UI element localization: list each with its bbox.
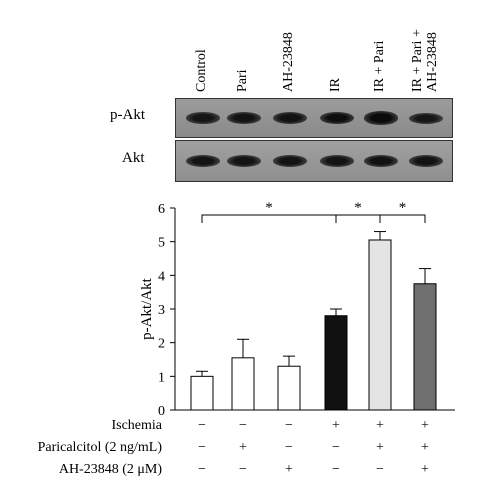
significance-star: * xyxy=(354,200,362,216)
condition-sign: − xyxy=(198,440,206,455)
blot-band xyxy=(409,155,443,167)
condition-sign: − xyxy=(198,462,206,477)
blot-band xyxy=(273,112,307,124)
condition-sign: + xyxy=(421,440,429,455)
condition-sign: + xyxy=(285,462,293,477)
blot-band xyxy=(227,112,261,124)
blot-band xyxy=(364,155,398,167)
condition-label: Ischemia xyxy=(111,418,162,433)
y-tick-label: 2 xyxy=(158,337,165,352)
significance-bracket xyxy=(335,214,381,223)
bar xyxy=(231,357,255,411)
condition-sign: − xyxy=(332,440,340,455)
bar xyxy=(413,283,437,411)
bar xyxy=(324,315,348,411)
y-tick-label: 4 xyxy=(158,269,165,284)
condition-sign: − xyxy=(239,418,247,433)
significance-star: * xyxy=(399,200,407,216)
blot-background xyxy=(176,141,452,181)
condition-sign: − xyxy=(239,462,247,477)
condition-label: Paricalcitol (2 ng/mL) xyxy=(37,440,162,455)
condition-sign: − xyxy=(332,462,340,477)
blot-band xyxy=(227,155,261,167)
condition-sign: + xyxy=(421,418,429,433)
condition-label: AH-23848 (2 μM) xyxy=(58,462,162,477)
y-tick-label: 5 xyxy=(158,236,165,251)
condition-sign: − xyxy=(285,418,293,433)
significance-bracket xyxy=(201,214,337,223)
bar xyxy=(277,365,301,411)
bar xyxy=(190,375,214,411)
significance-star: * xyxy=(265,200,273,216)
blot-band xyxy=(320,111,354,125)
y-tick-label: 1 xyxy=(158,370,165,385)
y-tick-label: 3 xyxy=(158,303,165,318)
blot-pakt xyxy=(175,98,453,138)
y-axis-label: p-Akt/Akt xyxy=(139,277,155,339)
y-tick-label: 0 xyxy=(158,404,165,419)
blot-label-akt: Akt xyxy=(122,150,145,166)
blot-band xyxy=(186,155,220,167)
blot-band xyxy=(273,155,307,167)
blot-akt xyxy=(175,140,453,182)
condition-sign: − xyxy=(376,462,384,477)
blot-band xyxy=(320,155,354,167)
condition-sign: − xyxy=(198,418,206,433)
blot-background xyxy=(176,99,452,137)
blot-label-pakt: p-Akt xyxy=(110,107,145,123)
y-tick-label: 6 xyxy=(158,202,165,217)
blot-band xyxy=(364,111,398,125)
blot-band xyxy=(409,112,443,124)
bar xyxy=(368,239,392,411)
condition-sign: + xyxy=(376,418,384,433)
significance-bracket xyxy=(379,214,426,223)
condition-sign: − xyxy=(285,440,293,455)
condition-sign: + xyxy=(376,440,384,455)
condition-sign: + xyxy=(332,418,340,433)
condition-sign: + xyxy=(421,462,429,477)
blot-band xyxy=(186,112,220,124)
condition-sign: + xyxy=(239,440,247,455)
